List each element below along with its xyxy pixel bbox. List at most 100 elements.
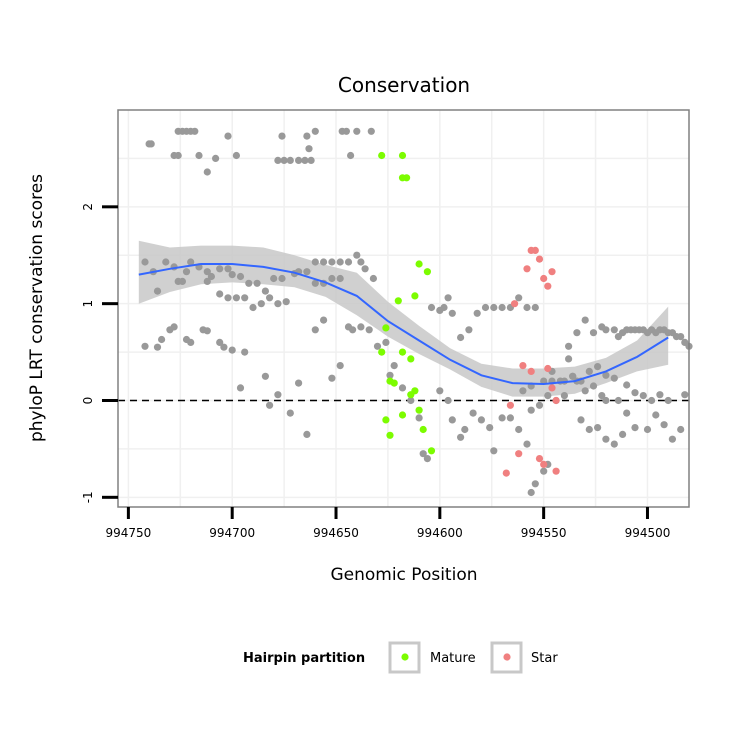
data-point-other <box>531 480 539 488</box>
data-point-other <box>560 392 569 400</box>
data-point-star <box>531 246 539 254</box>
data-point-other <box>245 279 253 287</box>
data-point-other <box>195 151 203 160</box>
data-point-other <box>357 323 365 331</box>
data-point-mature <box>398 411 407 419</box>
data-point-other <box>444 396 452 405</box>
data-point-other <box>668 435 677 443</box>
data-point-other <box>228 346 236 354</box>
data-point-other <box>236 384 245 392</box>
data-point-other <box>274 156 282 164</box>
data-point-other <box>353 127 361 135</box>
legend-label-star: Star <box>531 651 558 666</box>
data-point-other <box>182 268 191 276</box>
data-point-other <box>328 274 336 283</box>
data-point-other <box>286 409 294 417</box>
x-tick-label: 994700 <box>209 526 255 540</box>
data-point-star <box>510 300 519 308</box>
data-point-other <box>598 392 606 400</box>
data-point-mature <box>378 151 386 160</box>
data-point-other <box>610 374 618 382</box>
data-point-other <box>342 127 350 135</box>
data-point-other <box>589 382 598 390</box>
data-point-other <box>232 294 240 302</box>
data-point-mature <box>407 355 415 363</box>
chart-title: Conservation <box>338 73 470 97</box>
data-point-star <box>515 450 523 458</box>
data-point-other <box>320 316 328 324</box>
data-point-mature <box>415 406 423 414</box>
data-point-other <box>158 335 166 344</box>
legend-title: Hairpin partition <box>243 651 365 666</box>
data-point-other <box>349 326 357 334</box>
data-point-other <box>569 372 577 380</box>
data-point-other <box>581 316 589 324</box>
data-point-other <box>286 156 294 164</box>
data-point-other <box>257 300 265 308</box>
data-point-other <box>490 303 498 312</box>
data-point-other <box>153 287 162 295</box>
x-tick-label: 994550 <box>521 526 567 540</box>
x-axis: 994750 994700 994650 994600 994550 994500 <box>105 507 670 540</box>
data-point-other <box>369 274 377 283</box>
data-point-other <box>465 326 473 334</box>
legend-label-mature: Mature <box>430 651 476 666</box>
data-point-other <box>444 294 452 302</box>
data-point-mature <box>398 151 407 160</box>
data-point-other <box>660 421 668 429</box>
data-point-other <box>610 440 618 448</box>
data-point-mature <box>415 260 423 268</box>
data-point-mature <box>423 268 431 276</box>
data-point-other <box>623 381 631 389</box>
series-mature <box>378 151 436 455</box>
panel-background <box>118 110 689 507</box>
data-point-other <box>274 300 282 308</box>
data-point-other <box>498 303 506 312</box>
data-point-other <box>216 338 224 346</box>
series-star <box>502 246 560 477</box>
data-point-other <box>174 151 182 160</box>
data-point-other <box>305 145 313 153</box>
data-point-star <box>506 401 514 409</box>
data-point-mature <box>419 425 427 434</box>
data-point-other <box>602 396 610 405</box>
data-point-other <box>249 303 257 312</box>
legend-marker-mature <box>401 653 409 661</box>
data-point-other <box>336 274 344 283</box>
data-point-star <box>552 467 560 475</box>
data-point-star <box>523 265 531 273</box>
data-point-other <box>398 384 407 392</box>
data-point-other <box>347 151 355 160</box>
data-point-mature <box>427 447 436 455</box>
data-point-other <box>191 127 199 135</box>
series-other <box>141 127 693 497</box>
y-axis-title: phyloP LRT conservation scores <box>27 174 47 442</box>
data-point-other <box>585 425 593 434</box>
data-point-other <box>311 127 319 135</box>
data-point-other <box>344 258 353 266</box>
data-point-other <box>594 424 602 432</box>
data-point-other <box>623 409 631 417</box>
data-point-other <box>677 333 685 341</box>
data-point-other <box>639 392 647 400</box>
data-point-other <box>266 401 274 409</box>
data-point-star <box>540 460 548 468</box>
data-point-other <box>486 424 494 432</box>
data-point-other <box>652 411 660 419</box>
data-point-star <box>502 469 510 477</box>
data-point-other <box>224 265 232 273</box>
data-point-other <box>280 156 288 164</box>
data-point-other <box>602 326 610 334</box>
data-point-other <box>261 372 269 380</box>
data-point-other <box>367 127 375 135</box>
data-point-other <box>602 435 610 443</box>
data-point-mature <box>398 348 407 356</box>
data-point-other <box>241 294 249 302</box>
data-point-mature <box>411 292 419 300</box>
data-point-other <box>153 343 162 351</box>
legend: Hairpin partition Mature Star <box>243 641 558 674</box>
data-point-other <box>274 391 282 399</box>
data-point-other <box>203 168 211 176</box>
data-point-other <box>540 467 548 475</box>
